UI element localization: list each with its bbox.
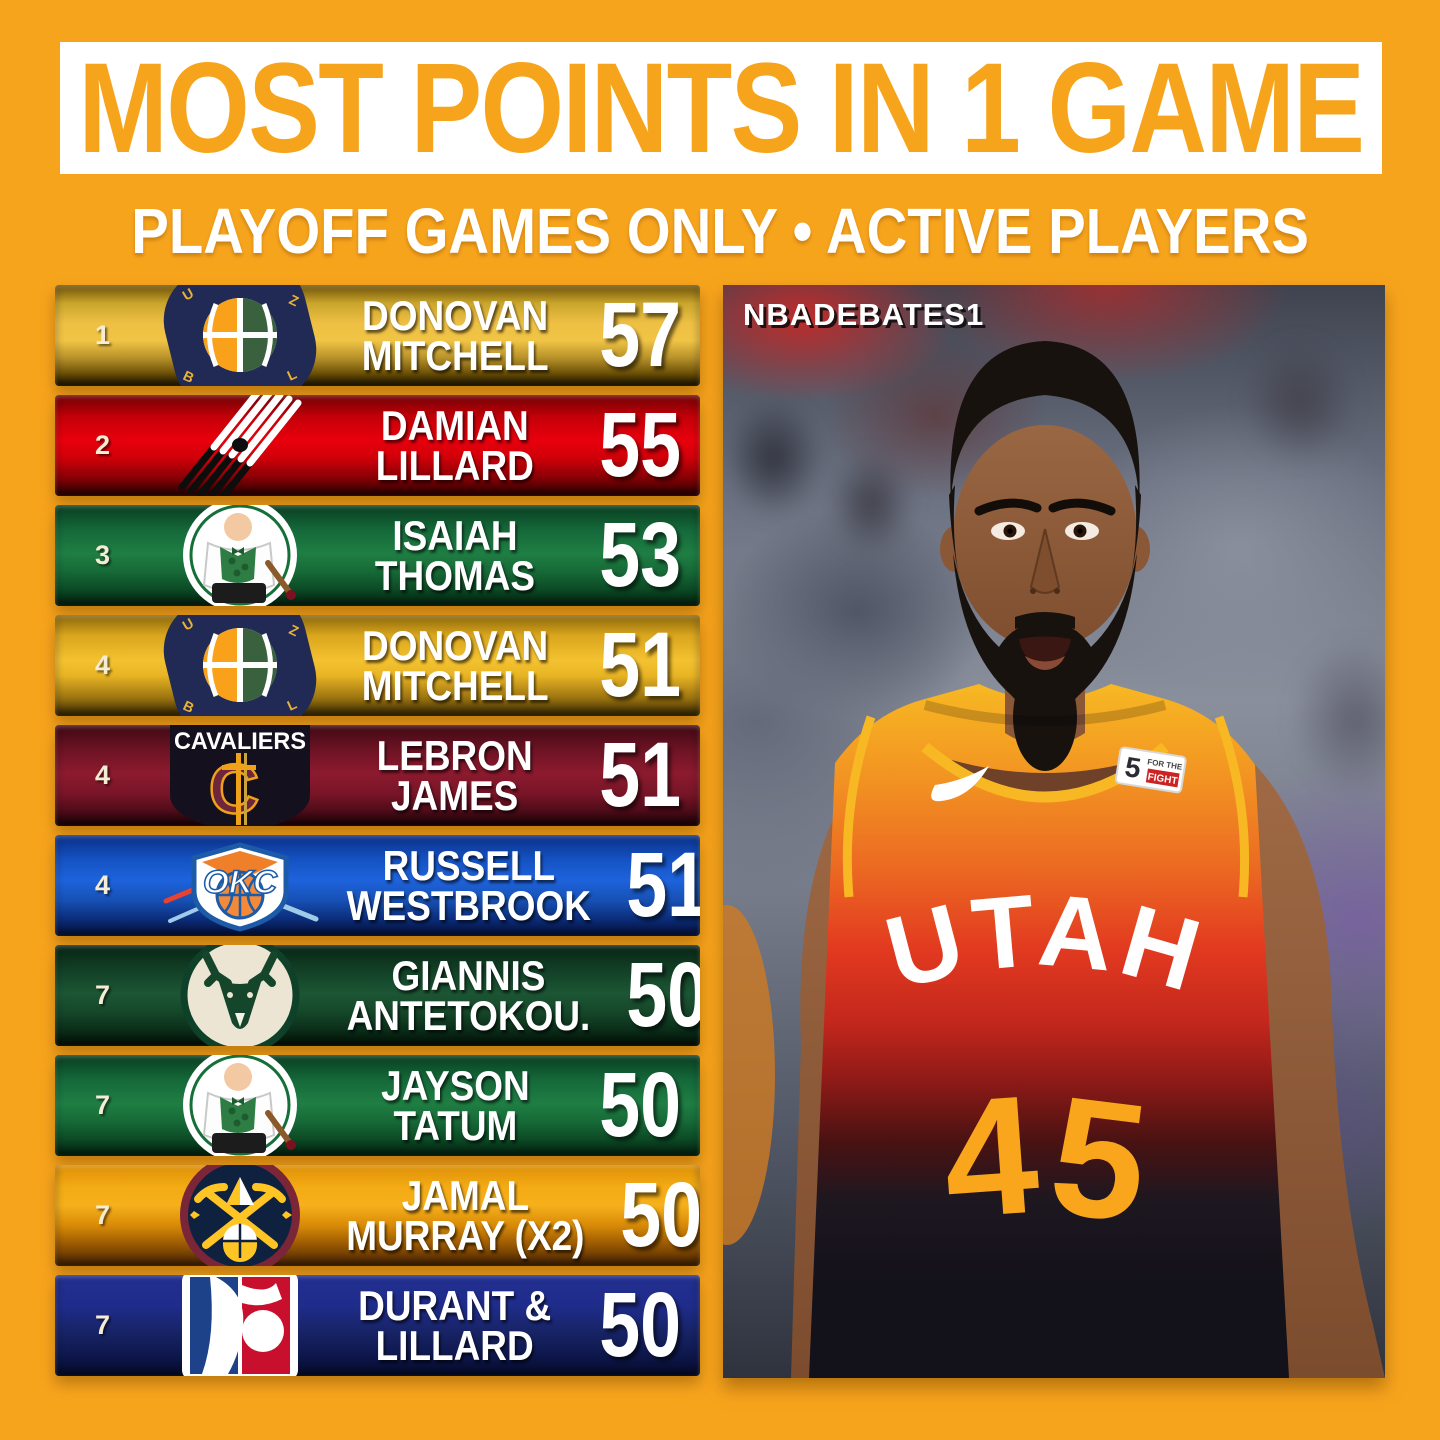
rank-label: 4 (94, 870, 111, 900)
svg-text:CAVALIERS: CAVALIERS (174, 728, 306, 755)
rank-label: 7 (94, 1090, 111, 1120)
player-name: DONOVAN MITCHELL (330, 621, 580, 709)
title-box: MOST POINTS IN 1 GAME (60, 37, 1382, 180)
player-name-line1: DONOVAN (361, 621, 549, 669)
player-name-line2: MITCHELL (361, 661, 549, 709)
subtitle-text: PLAYOFF GAMES ONLY • ACTIVE PLAYERS (131, 195, 1309, 267)
page-title: MOST POINTS IN 1 GAME (78, 36, 1366, 180)
patch-line2: FIGHT (1147, 772, 1178, 788)
player-name: GIANNIS ANTETOKOU. (330, 951, 607, 1039)
player-name-line2: TATUM (393, 1101, 517, 1149)
points-value: 50 (599, 1275, 681, 1376)
patch-number: 5 (1123, 751, 1143, 784)
watermark: NBADEBATES1 (743, 297, 985, 332)
team-logo-jazz-icon: U Z B L (150, 615, 330, 716)
table-row: 2 DAMIAN (55, 395, 700, 496)
rank-label: 3 (94, 540, 111, 570)
player-name: JAYSON TATUM (330, 1061, 580, 1149)
table-row: 7 GIANNIS ANTETOKOU. (55, 945, 700, 1046)
player-name-line2: MURRAY (X2) (346, 1211, 585, 1259)
player-portrait: 5 FOR THE FIGHT UTAH 45 (723, 341, 1385, 1378)
player-name: DONOVAN MITCHELL (330, 291, 580, 379)
player-photo: 5 FOR THE FIGHT UTAH 45 (723, 285, 1385, 1378)
rank-label: 4 (94, 760, 111, 790)
subtitle: PLAYOFF GAMES ONLY • ACTIVE PLAYERS (0, 194, 1440, 268)
player-name: DAMIAN LILLARD (330, 401, 580, 489)
player-name-line1: DONOVAN (361, 291, 549, 339)
player-name-line2: LILLARD (375, 1321, 535, 1369)
player-name-line1: LEBRON (376, 731, 534, 779)
nike-swoosh-icon (931, 766, 989, 802)
team-logo-nuggets-icon (150, 1165, 330, 1266)
team-logo-cavaliers-icon: CAVALIERS C (150, 725, 330, 826)
charity-patch: 5 FOR THE FIGHT (1114, 746, 1187, 794)
table-row: 4 OKC RUSSELL WESTBROOK (55, 835, 700, 936)
player-name-line2: ANTETOKOU. (346, 991, 591, 1039)
background-blur (723, 905, 775, 1245)
team-logo-celtics-icon (150, 505, 330, 606)
table-row: 7 (55, 1165, 700, 1266)
rank-label: 7 (94, 980, 111, 1010)
team-logo-celtics-icon (150, 1055, 330, 1156)
player-name-line1: GIANNIS (391, 951, 546, 999)
player-name: RUSSELL WESTBROOK (330, 841, 608, 929)
table-row: 4 U Z B L DONO (55, 615, 700, 716)
player-name-line2: THOMAS (374, 551, 536, 599)
player-name: LEBRON JAMES (330, 731, 580, 819)
table-row: 1 U Z B L DONO (55, 285, 700, 386)
team-logo-bucks-icon (150, 945, 330, 1046)
table-row: 3 ISAIAH THOMAS (55, 505, 700, 606)
table-row: 7 JAYSON TATUM (55, 1055, 700, 1156)
player-name-line2: JAMES (391, 771, 519, 819)
points-value: 50 (625, 945, 700, 1046)
rank-label: 1 (94, 320, 111, 350)
points-value: 53 (599, 505, 681, 606)
svg-text:C: C (209, 750, 260, 826)
points-value: 50 (619, 1165, 700, 1266)
player-name-line1: JAMAL (401, 1171, 530, 1219)
rank-label: 2 (94, 430, 111, 460)
player-name-line1: RUSSELL (382, 841, 556, 889)
points-value: 50 (599, 1055, 681, 1156)
table-row: 7 DURANT & LILLARD 50 (55, 1275, 700, 1376)
svg-text:OKC: OKC (203, 864, 278, 900)
player-name: DURANT & LILLARD (330, 1281, 580, 1369)
player-name-line1: ISAIAH (392, 511, 518, 559)
player-name-line2: MITCHELL (361, 331, 549, 379)
points-value: 51 (599, 615, 681, 716)
team-logo-thunder-icon: OKC (150, 835, 330, 936)
ranking-list: 1 U Z B L DONO (55, 285, 700, 1376)
rank-label: 7 (94, 1310, 111, 1340)
points-value: 55 (599, 395, 681, 496)
table-row: 4 CAVALIERS C LEBRON JAMES 51 (55, 725, 700, 826)
player-name: ISAIAH THOMAS (330, 511, 580, 599)
team-logo-blazers-icon (150, 395, 330, 496)
points-value: 51 (599, 725, 681, 826)
rank-label: 7 (94, 1200, 111, 1230)
player-name-line1: JAYSON (380, 1061, 530, 1109)
player-name-line1: DURANT & (358, 1281, 552, 1329)
team-logo-jazz-icon: U Z B L (150, 285, 330, 386)
points-value: 57 (599, 285, 681, 386)
nba-logo-icon (150, 1275, 330, 1376)
player-name: JAMAL MURRAY (X2) (330, 1171, 601, 1259)
points-value: 51 (626, 835, 700, 936)
player-name-line2: WESTBROOK (346, 881, 591, 929)
rank-label: 4 (94, 650, 111, 680)
player-name-line1: DAMIAN (381, 401, 529, 449)
player-name-line2: LILLARD (375, 441, 535, 489)
